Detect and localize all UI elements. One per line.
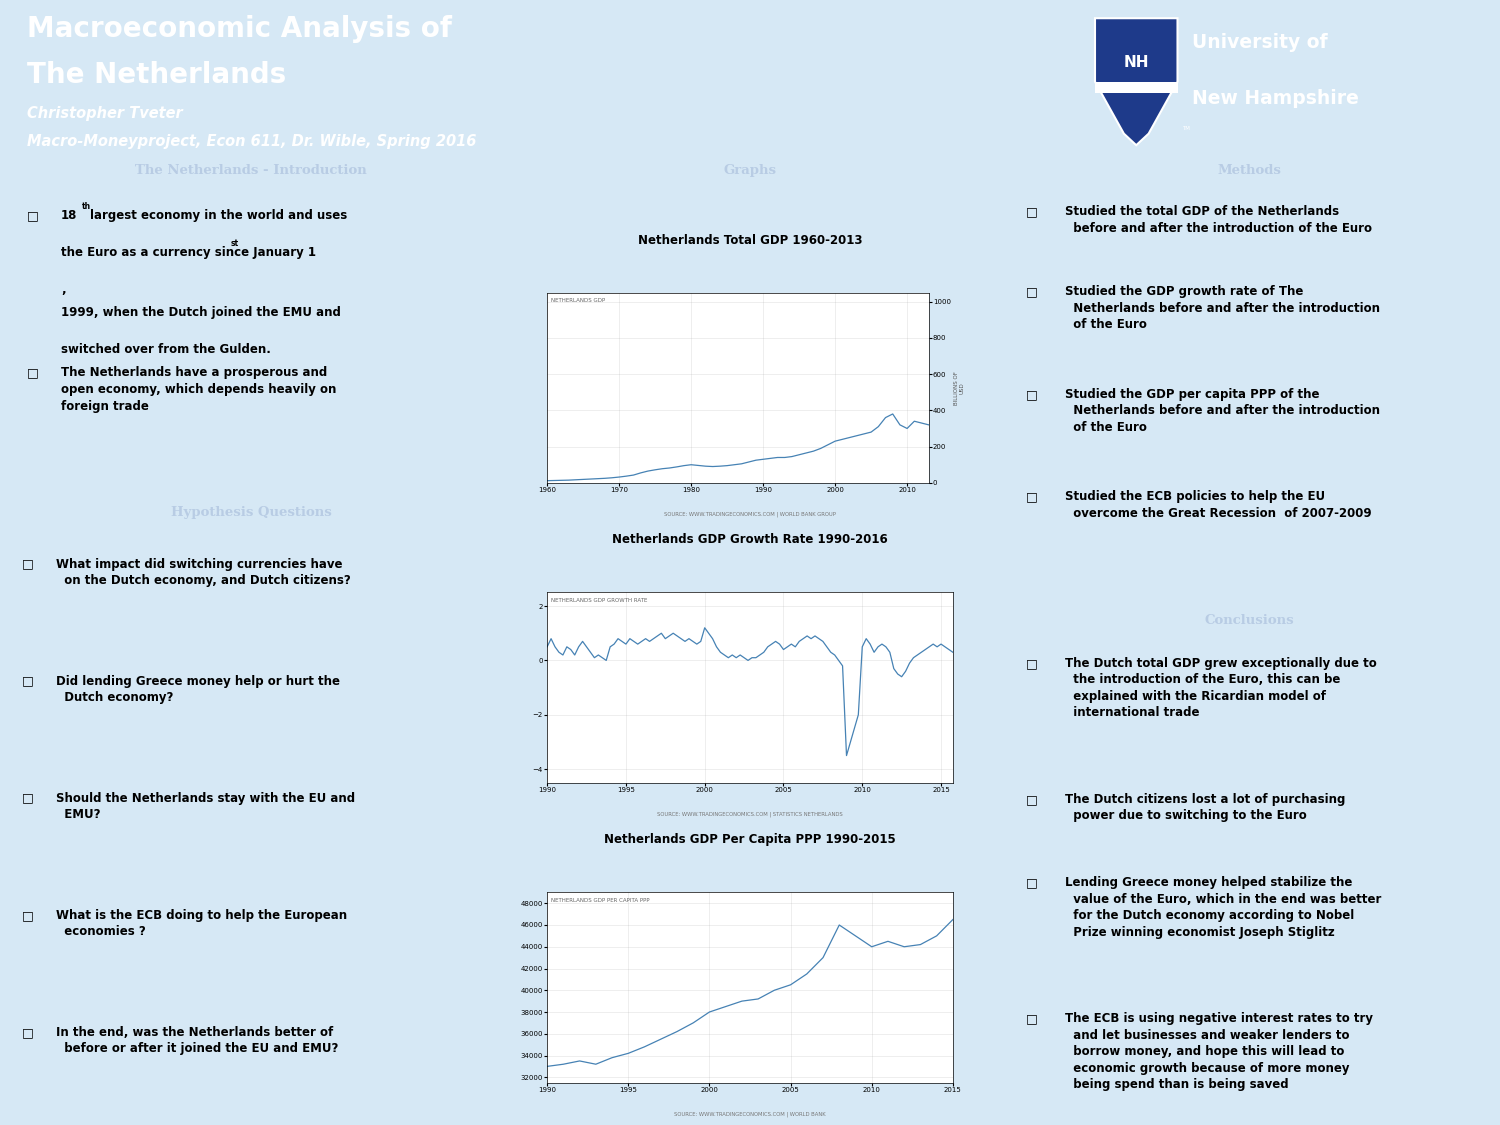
- Text: □: □: [22, 675, 34, 687]
- Text: The Dutch total GDP grew exceptionally due to
  the introduction of the Euro, th: The Dutch total GDP grew exceptionally d…: [1065, 657, 1377, 719]
- Text: Macro-Moneyproject, Econ 611, Dr. Wible, Spring 2016: Macro-Moneyproject, Econ 611, Dr. Wible,…: [27, 134, 477, 148]
- Text: The Dutch citizens lost a lot of purchasing
  power due to switching to the Euro: The Dutch citizens lost a lot of purchas…: [1065, 793, 1346, 822]
- Text: switched over from the Gulden.: switched over from the Gulden.: [62, 343, 272, 357]
- Text: Lending Greece money helped stabilize the
  value of the Euro, which in the end : Lending Greece money helped stabilize th…: [1065, 876, 1382, 938]
- Text: Methods: Methods: [1218, 164, 1281, 177]
- Text: □: □: [22, 909, 34, 921]
- Text: □: □: [1026, 286, 1038, 298]
- Text: The ECB is using negative interest rates to try
  and let businesses and weaker : The ECB is using negative interest rates…: [1065, 1012, 1372, 1091]
- Text: □: □: [1026, 490, 1038, 503]
- Text: □: □: [22, 558, 34, 570]
- Text: In the end, was the Netherlands better of
  before or after it joined the EU and: In the end, was the Netherlands better o…: [57, 1026, 339, 1055]
- Text: NETHERLANDS GDP GROWTH RATE: NETHERLANDS GDP GROWTH RATE: [550, 598, 648, 603]
- Text: Christopher Tveter: Christopher Tveter: [27, 106, 183, 122]
- Text: ,: ,: [62, 284, 66, 296]
- Text: SOURCE: WWW.TRADINGECONOMICS.COM | WORLD BANK: SOURCE: WWW.TRADINGECONOMICS.COM | WORLD…: [674, 1112, 826, 1117]
- Text: NETHERLANDS GDP PER CAPITA PPP: NETHERLANDS GDP PER CAPITA PPP: [550, 898, 650, 903]
- Text: □: □: [1026, 1012, 1038, 1025]
- Bar: [1095, 82, 1178, 93]
- Text: Studied the ECB policies to help the EU
  overcome the Great Recession  of 2007-: Studied the ECB policies to help the EU …: [1065, 490, 1371, 520]
- Text: Netherlands GDP Growth Rate 1990-2016: Netherlands GDP Growth Rate 1990-2016: [612, 533, 888, 547]
- Text: the Euro as a currency since January 1: the Euro as a currency since January 1: [62, 246, 316, 259]
- Text: Netherlands GDP Per Capita PPP 1990-2015: Netherlands GDP Per Capita PPP 1990-2015: [604, 834, 896, 846]
- Text: What impact did switching currencies have
  on the Dutch economy, and Dutch citi: What impact did switching currencies hav…: [57, 558, 351, 587]
- Text: largest economy in the world and uses: largest economy in the world and uses: [90, 209, 348, 222]
- Y-axis label: BILLIONS OF
USD: BILLIONS OF USD: [954, 371, 964, 405]
- Text: th: th: [81, 201, 90, 210]
- Text: NETHERLANDS GDP: NETHERLANDS GDP: [550, 298, 604, 304]
- Text: 18: 18: [62, 209, 78, 222]
- Text: □: □: [1026, 793, 1038, 806]
- Text: Did lending Greece money help or hurt the
  Dutch economy?: Did lending Greece money help or hurt th…: [57, 675, 340, 704]
- Text: Netherlands Total GDP 1960-2013: Netherlands Total GDP 1960-2013: [638, 234, 862, 246]
- Text: TM: TM: [1182, 126, 1190, 130]
- Text: □: □: [1026, 657, 1038, 669]
- Text: □: □: [22, 792, 34, 804]
- Text: Graphs: Graphs: [723, 164, 777, 177]
- Text: What is the ECB doing to help the European
  economies ?: What is the ECB doing to help the Europe…: [57, 909, 348, 938]
- Text: Conclusions: Conclusions: [1204, 614, 1294, 627]
- Text: Studied the total GDP of the Netherlands
  before and after the introduction of : Studied the total GDP of the Netherlands…: [1065, 205, 1372, 234]
- Polygon shape: [1095, 18, 1178, 145]
- Text: □: □: [1026, 388, 1038, 400]
- Text: Hypothesis Questions: Hypothesis Questions: [171, 506, 332, 519]
- Text: 1999, when the Dutch joined the EMU and: 1999, when the Dutch joined the EMU and: [62, 306, 340, 319]
- Text: University of: University of: [1192, 33, 1328, 52]
- Text: □: □: [1026, 205, 1038, 218]
- Text: Should the Netherlands stay with the EU and
  EMU?: Should the Netherlands stay with the EU …: [57, 792, 356, 821]
- Text: st: st: [231, 238, 238, 248]
- Text: Studied the GDP growth rate of The
  Netherlands before and after the introducti: Studied the GDP growth rate of The Nethe…: [1065, 286, 1380, 332]
- Text: NH: NH: [1124, 55, 1149, 70]
- Text: □: □: [27, 366, 39, 379]
- Text: Macroeconomic Analysis of: Macroeconomic Analysis of: [27, 15, 451, 43]
- Text: New Hampshire: New Hampshire: [1192, 89, 1359, 108]
- Text: □: □: [27, 209, 39, 222]
- Text: Studied the GDP per capita PPP of the
  Netherlands before and after the introdu: Studied the GDP per capita PPP of the Ne…: [1065, 388, 1380, 434]
- Text: The Netherlands: The Netherlands: [27, 61, 286, 89]
- Text: SOURCE: WWW.TRADINGECONOMICS.COM | STATISTICS NETHERLANDS: SOURCE: WWW.TRADINGECONOMICS.COM | STATI…: [657, 811, 843, 817]
- Text: The Netherlands - Introduction: The Netherlands - Introduction: [135, 164, 368, 177]
- Text: □: □: [1026, 876, 1038, 889]
- Text: □: □: [22, 1026, 34, 1038]
- Text: SOURCE: WWW.TRADINGECONOMICS.COM | WORLD BANK GROUP: SOURCE: WWW.TRADINGECONOMICS.COM | WORLD…: [664, 511, 836, 516]
- Text: The Netherlands have a prosperous and
open economy, which depends heavily on
for: The Netherlands have a prosperous and op…: [62, 366, 336, 413]
